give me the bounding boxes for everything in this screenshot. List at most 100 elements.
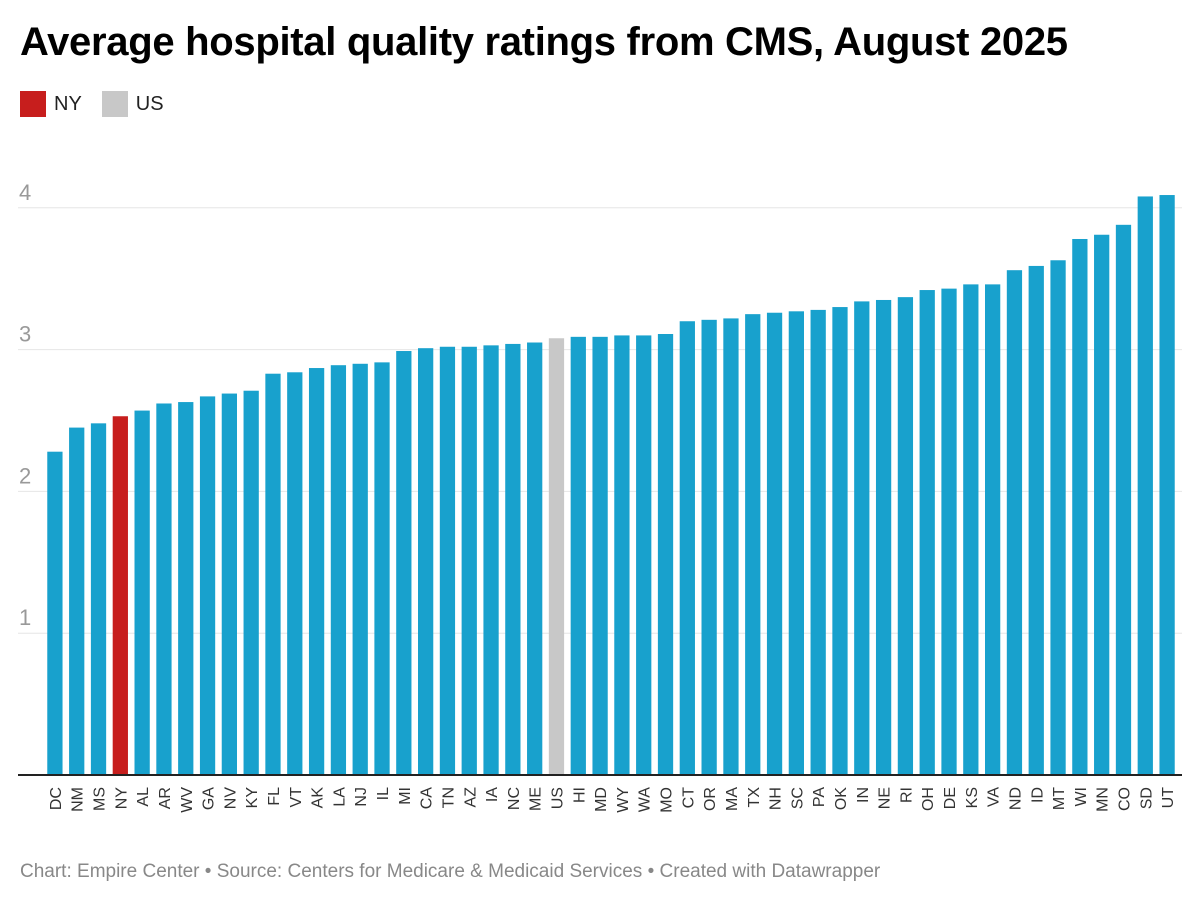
bar-ky bbox=[243, 390, 259, 775]
bar-mn bbox=[1094, 234, 1110, 775]
bar-de bbox=[941, 288, 957, 775]
bar-co bbox=[1115, 224, 1132, 776]
x-tick-label-nj: NJ bbox=[353, 787, 370, 807]
bar-wi bbox=[1072, 238, 1088, 776]
y-tick-label-4: 4 bbox=[19, 180, 31, 205]
bar-id bbox=[1028, 265, 1044, 775]
x-tick-label-wy: WY bbox=[615, 787, 632, 813]
x-tick-label-ga: GA bbox=[201, 787, 218, 810]
x-tick-label-ak: AK bbox=[310, 787, 327, 809]
x-tick-label-pa: PA bbox=[811, 787, 828, 807]
footer-separator: • bbox=[647, 861, 655, 882]
x-tick-label-az: AZ bbox=[462, 787, 479, 808]
legend-item-us: US bbox=[101, 91, 164, 117]
x-tick-label-or: OR bbox=[702, 787, 719, 811]
bar-nj bbox=[352, 363, 368, 775]
x-tick-label-fl: FL bbox=[266, 787, 283, 806]
y-tick-label-3: 3 bbox=[19, 322, 31, 347]
x-tick-label-mn: MN bbox=[1095, 787, 1112, 812]
bar-sc bbox=[788, 311, 804, 775]
created-with-credit: Created with Datawrapper bbox=[659, 861, 881, 882]
x-tick-label-me: ME bbox=[528, 787, 545, 811]
chart-credit: Chart: Empire Center bbox=[20, 861, 200, 882]
bar-az bbox=[461, 346, 477, 775]
x-tick-label-md: MD bbox=[593, 787, 610, 812]
bar-nv bbox=[221, 393, 237, 775]
y-tick-label-1: 1 bbox=[19, 605, 31, 630]
bar-nh bbox=[766, 312, 783, 775]
x-tick-label-dc: DC bbox=[48, 787, 65, 810]
x-tick-label-la: LA bbox=[331, 787, 348, 807]
x-tick-label-ct: CT bbox=[680, 787, 697, 809]
bar-wy bbox=[614, 335, 630, 775]
bar-ut bbox=[1159, 195, 1175, 776]
bar-ne bbox=[875, 299, 892, 775]
bar-la bbox=[330, 365, 347, 775]
bar-nc bbox=[505, 343, 521, 775]
bar-nd bbox=[1006, 270, 1023, 775]
footer-separator: • bbox=[204, 861, 212, 882]
x-tick-label-tx: TX bbox=[746, 787, 763, 808]
x-tick-label-nh: NH bbox=[768, 787, 785, 810]
x-tick-label-oh: OH bbox=[920, 787, 937, 811]
x-tick-label-sc: SC bbox=[789, 787, 806, 809]
bar-mo bbox=[657, 334, 674, 775]
bar-ny bbox=[112, 416, 128, 775]
legend-label-us: US bbox=[135, 92, 164, 115]
bar-fl bbox=[265, 373, 281, 775]
bar-ms bbox=[90, 423, 107, 775]
x-tick-label-us: US bbox=[549, 787, 566, 809]
legend-swatch-us bbox=[101, 91, 128, 117]
x-tick-label-wv: WV bbox=[179, 787, 196, 813]
x-tick-label-sd: SD bbox=[1138, 787, 1155, 809]
x-tick-label-ia: IA bbox=[484, 787, 501, 802]
bar-me bbox=[527, 342, 543, 775]
x-tick-label-ri: RI bbox=[898, 787, 915, 803]
bar-ga bbox=[199, 396, 216, 775]
x-tick-label-ma: MA bbox=[724, 787, 741, 811]
x-tick-label-de: DE bbox=[942, 787, 959, 809]
bar-wa bbox=[636, 335, 652, 775]
x-tick-label-vt: VT bbox=[288, 787, 305, 808]
bar-va bbox=[985, 284, 1001, 775]
bar-ok bbox=[832, 307, 848, 775]
x-tick-label-ks: KS bbox=[964, 787, 981, 808]
x-tick-label-ca: CA bbox=[419, 787, 436, 810]
bar-wv bbox=[178, 402, 194, 775]
bar-dc bbox=[47, 451, 63, 775]
bar-vt bbox=[287, 372, 303, 775]
bar-ct bbox=[679, 321, 695, 775]
x-tick-label-mt: MT bbox=[1051, 787, 1068, 810]
legend-label-ny: NY bbox=[54, 92, 82, 115]
bar-mt bbox=[1050, 260, 1066, 775]
x-tick-label-wa: WA bbox=[637, 787, 654, 813]
bar-sd bbox=[1137, 196, 1153, 775]
bar-tx bbox=[745, 314, 761, 775]
x-tick-label-nc: NC bbox=[506, 787, 523, 810]
x-tick-label-wi: WI bbox=[1073, 787, 1090, 807]
source-credit: Source: Centers for Medicare & Medicaid … bbox=[216, 861, 643, 882]
legend: NY US bbox=[20, 91, 184, 117]
bar-ks bbox=[963, 284, 979, 775]
x-tick-label-ar: AR bbox=[157, 787, 174, 809]
bar-hi bbox=[570, 336, 586, 775]
bar-mi bbox=[396, 351, 412, 775]
x-tick-label-ut: UT bbox=[1160, 787, 1177, 809]
bar-us bbox=[548, 338, 565, 775]
chart-title: Average hospital quality ratings from CM… bbox=[20, 20, 1068, 64]
x-tick-label-mi: MI bbox=[397, 787, 414, 805]
x-tick-label-ok: OK bbox=[833, 787, 850, 810]
x-tick-label-hi: HI bbox=[571, 787, 588, 803]
bar-ia bbox=[483, 345, 499, 775]
bar-ca bbox=[418, 348, 434, 775]
bar-ri bbox=[897, 297, 914, 775]
bar-md bbox=[592, 336, 608, 775]
x-tick-label-in: IN bbox=[855, 787, 872, 803]
bar-ma bbox=[723, 318, 739, 775]
x-tick-label-ky: KY bbox=[244, 787, 261, 809]
x-tick-label-al: AL bbox=[135, 787, 152, 807]
legend-swatch-ny bbox=[20, 91, 46, 117]
x-tick-label-ny: NY bbox=[113, 787, 130, 810]
x-tick-label-ms: MS bbox=[92, 787, 109, 811]
